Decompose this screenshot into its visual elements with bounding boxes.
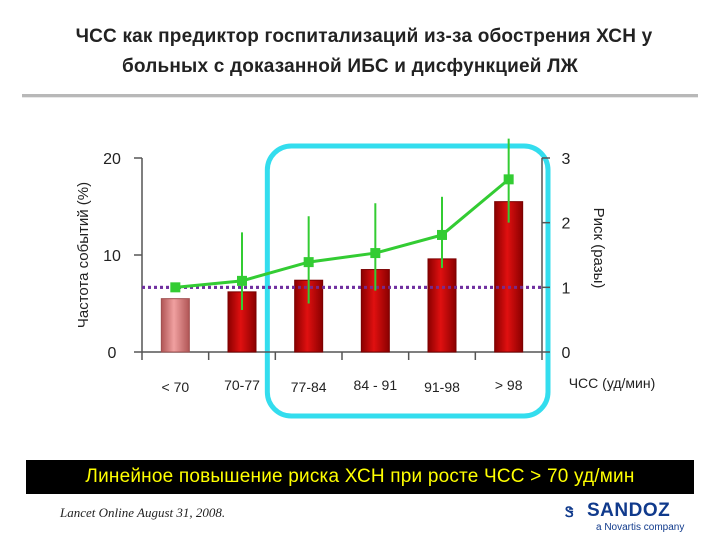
bar — [427, 258, 457, 353]
brand-name: SANDOZ — [587, 500, 671, 521]
y-tick-label: 10 — [103, 248, 121, 265]
bar — [494, 201, 524, 353]
x-axis-title: ЧСС (уд/мин) — [569, 375, 656, 391]
title-divider — [22, 94, 698, 98]
y2-tick-label: 0 — [562, 345, 571, 362]
risk-point — [237, 275, 247, 286]
y-tick-label: 20 — [103, 151, 121, 168]
y-axis-title: Частота событий (%) — [75, 182, 92, 328]
x-category-label: 84 - 91 — [354, 377, 398, 393]
brand-subtitle: a Novartis company — [596, 522, 685, 533]
y2-tick-label: 3 — [562, 151, 571, 168]
bar — [160, 298, 190, 353]
title-line-2: больных с доказанной ИБС и дисфункцией Л… — [121, 56, 579, 77]
x-category-label: > 98 — [495, 377, 523, 393]
risk-point — [503, 174, 514, 185]
risk-line — [175, 178, 510, 289]
y2-tick-label: 1 — [562, 280, 571, 297]
risk-point — [370, 248, 381, 259]
y-tick-label: 0 — [108, 345, 117, 362]
risk-point — [303, 257, 314, 268]
risk-point — [170, 282, 181, 293]
title-line-1: ЧСС как предиктор госпитализаций из-за о… — [75, 26, 653, 47]
y2-tick-label: 2 — [562, 216, 571, 233]
chart: 0 10 20 0 1 2 3 < 70 70-77 77-84 84 - 91 91-98 > 98 Ч… — [75, 138, 656, 419]
x-category-label: 91-98 — [424, 379, 460, 395]
conclusion-banner: Линейное повышение риска ХСН при росте Ч… — [26, 460, 694, 494]
x-category-label: 77-84 — [291, 379, 327, 395]
slide-title: ЧСС как предиктор госпитализаций из-за о… — [0, 22, 720, 82]
sandoz-mark-icon: Ꮥ — [565, 504, 574, 520]
x-category-label: < 70 — [162, 379, 190, 395]
citation: Lancet Online August 31, 2008. — [60, 505, 226, 520]
sandoz-logo: Ꮥ SANDOZ a Novartis company — [565, 500, 705, 536]
x-category-label: 70-77 — [224, 377, 260, 393]
y2-axis-title: Риск (разы) — [590, 208, 607, 289]
risk-point — [437, 229, 447, 240]
highlight-box — [264, 143, 551, 419]
